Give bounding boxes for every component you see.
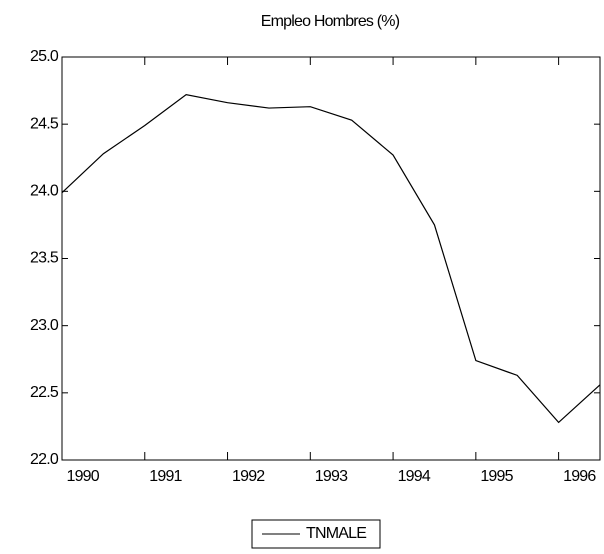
legend-label: TNMALE [306, 525, 366, 542]
y-tick-label: 23.0 [30, 317, 59, 334]
y-tick-label: 24.0 [30, 183, 59, 200]
x-tick-label: 1990 [66, 468, 99, 485]
plot-frame [61, 56, 601, 461]
x-tick-label: 1992 [232, 468, 265, 485]
x-tick-label: 1996 [563, 468, 596, 485]
y-tick-label: 24.5 [30, 115, 59, 132]
y-tick-label: 25.0 [30, 48, 59, 65]
x-tick-label: 1991 [149, 468, 182, 485]
data-line [61, 93, 601, 424]
x-tick-label: 1993 [315, 468, 348, 485]
x-tick-label: 1994 [398, 468, 431, 485]
y-tick-label: 23.5 [30, 250, 59, 267]
legend-box [251, 519, 381, 549]
y-tick-label: 22.0 [30, 451, 59, 468]
chart-title: Empleo Hombres (%) [261, 13, 400, 30]
y-tick-label: 22.5 [30, 384, 59, 401]
x-tick-label: 1995 [480, 468, 513, 485]
